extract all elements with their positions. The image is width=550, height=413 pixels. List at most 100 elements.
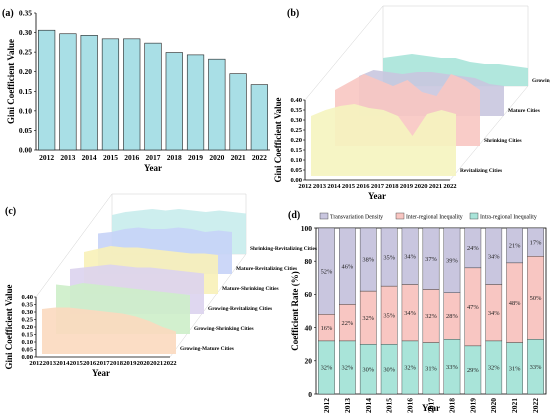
d-x-tick-label: 2014 xyxy=(364,398,373,413)
x-tick-label: 2016 xyxy=(83,360,97,367)
y-tick-label: 0.05 xyxy=(290,167,302,174)
a-x-tick-label: 2021 xyxy=(231,153,246,162)
a-bar xyxy=(59,33,77,151)
a-bar xyxy=(123,38,141,151)
d-data-label: 22% xyxy=(342,320,354,327)
series-label: Mature-Shrinking Cities xyxy=(222,286,279,292)
d-bar-segment xyxy=(485,227,503,285)
d-bar-segment xyxy=(359,227,377,292)
a-y-tick-label: 0.10 xyxy=(19,106,32,115)
d-data-label: 35% xyxy=(383,312,395,319)
x-tick-label: 2013 xyxy=(43,360,57,367)
d-data-label: 34% xyxy=(488,253,500,260)
d-data-label: 21% xyxy=(509,243,521,250)
x-tick-label: 2021 xyxy=(150,360,163,367)
a-bar xyxy=(229,73,247,151)
y-tick-label: 0.05 xyxy=(21,347,33,354)
a-x-axis-title: Year xyxy=(144,163,162,173)
d-bar-segment xyxy=(443,227,461,293)
d-data-label: 33% xyxy=(446,364,458,371)
x-tick-label: 2015 xyxy=(70,360,84,367)
x-tick-label: 2018 xyxy=(110,360,124,367)
d-x-tick-label: 2020 xyxy=(489,398,498,413)
y-axis-title: Gini Coefficient Value xyxy=(273,97,283,182)
a-bar xyxy=(80,35,98,151)
d-y-tick-label: 100 xyxy=(301,224,313,233)
y-tick-label: 0.35 xyxy=(21,302,33,309)
y-tick-label: 0.00 xyxy=(21,354,33,361)
a-x-tick-label: 2019 xyxy=(188,153,203,162)
x-tick-label: 2014 xyxy=(56,360,70,367)
d-data-label: 17% xyxy=(530,239,542,246)
d-data-label: 37% xyxy=(425,256,437,263)
y-tick-label: 0.40 xyxy=(21,294,33,301)
a-x-tick-label: 2017 xyxy=(146,153,161,162)
a-y-tick-label: 0.25 xyxy=(19,48,32,57)
d-data-label: 16% xyxy=(321,325,333,332)
y-tick-label: 0.25 xyxy=(21,317,33,324)
panel-label-c: (c) xyxy=(5,206,16,217)
y-tick-label: 0.00 xyxy=(290,177,302,184)
a-x-tick-label: 2016 xyxy=(124,153,139,162)
d-data-label: 48% xyxy=(509,300,521,307)
a-x-tick-label: 2013 xyxy=(60,153,75,162)
legend-label: Transvariation Density xyxy=(330,215,383,221)
depth-grid-line xyxy=(35,193,113,298)
legend-label: Inter-regional Inequality xyxy=(406,215,463,221)
legend-label: Intra-regional Inequality xyxy=(480,215,537,221)
a-x-tick-label: 2014 xyxy=(82,153,97,162)
series-label: Mature-Revitalizing Cities xyxy=(236,266,297,272)
x-tick-label: 2016 xyxy=(356,183,370,190)
a-x-tick-label: 2022 xyxy=(252,153,267,162)
a-x-tick-label: 2012 xyxy=(39,153,54,162)
x-tick-label: 2020 xyxy=(137,360,151,367)
y-tick-label: 0.15 xyxy=(290,147,302,154)
y-tick-label: 0.20 xyxy=(290,137,302,144)
d-data-label: 24% xyxy=(467,245,479,252)
x-tick-label: 2022 xyxy=(443,183,457,190)
a-y-tick-label: 0.15 xyxy=(19,87,32,96)
y-axis-title: Gini Coefficient Value xyxy=(4,284,14,369)
a-y-tick-label: 0.35 xyxy=(19,9,32,18)
d-bar-segment xyxy=(401,227,419,285)
d-bar-segment xyxy=(527,227,544,257)
x-tick-label: 2017 xyxy=(96,360,110,367)
d-data-label: 33% xyxy=(530,364,542,371)
series-label: Growing Cities xyxy=(532,78,550,84)
series-label: Revitalizing Cities xyxy=(460,168,502,174)
d-x-tick-label: 2019 xyxy=(468,398,477,413)
d-data-label: 32% xyxy=(425,313,437,320)
d-data-label: 32% xyxy=(404,365,416,372)
d-data-label: 34% xyxy=(404,253,416,260)
x-tick-label: 2019 xyxy=(123,360,137,367)
series-label: Growing-Mature Cities xyxy=(180,346,234,352)
x-tick-label: 2018 xyxy=(385,183,399,190)
x-axis-title: Year xyxy=(92,368,110,378)
d-data-label: 34% xyxy=(488,310,500,317)
a-y-tick-label: 0.20 xyxy=(19,67,32,76)
y-tick-label: 0.40 xyxy=(290,97,302,104)
d-data-label: 47% xyxy=(467,304,479,311)
legend-swatch xyxy=(319,212,329,220)
d-y-tick-label: 80 xyxy=(305,257,313,266)
area-layer xyxy=(42,307,176,354)
panel-label-d: (d) xyxy=(288,210,300,221)
d-y-tick-label: 20 xyxy=(305,357,313,366)
d-x-tick-label: 2022 xyxy=(531,398,540,413)
panel-label-a: (a) xyxy=(2,8,14,19)
a-bar xyxy=(208,58,226,151)
d-data-label: 39% xyxy=(446,258,458,265)
x-tick-label: 2020 xyxy=(414,183,428,190)
d-x-tick-label: 2013 xyxy=(343,398,352,413)
d-data-label: 31% xyxy=(509,365,521,372)
x-tick-label: 2014 xyxy=(327,183,341,190)
y-tick-label: 0.35 xyxy=(290,107,302,114)
d-bar-segment xyxy=(422,227,440,290)
d-data-label: 32% xyxy=(342,365,354,372)
d-data-label: 32% xyxy=(362,315,374,322)
depth-grid-line xyxy=(169,253,247,358)
d-data-label: 31% xyxy=(425,365,437,372)
series-label: Mature Cities xyxy=(508,108,540,114)
d-x-tick-label: 2018 xyxy=(447,398,456,413)
x-tick-label: 2012 xyxy=(29,360,43,367)
